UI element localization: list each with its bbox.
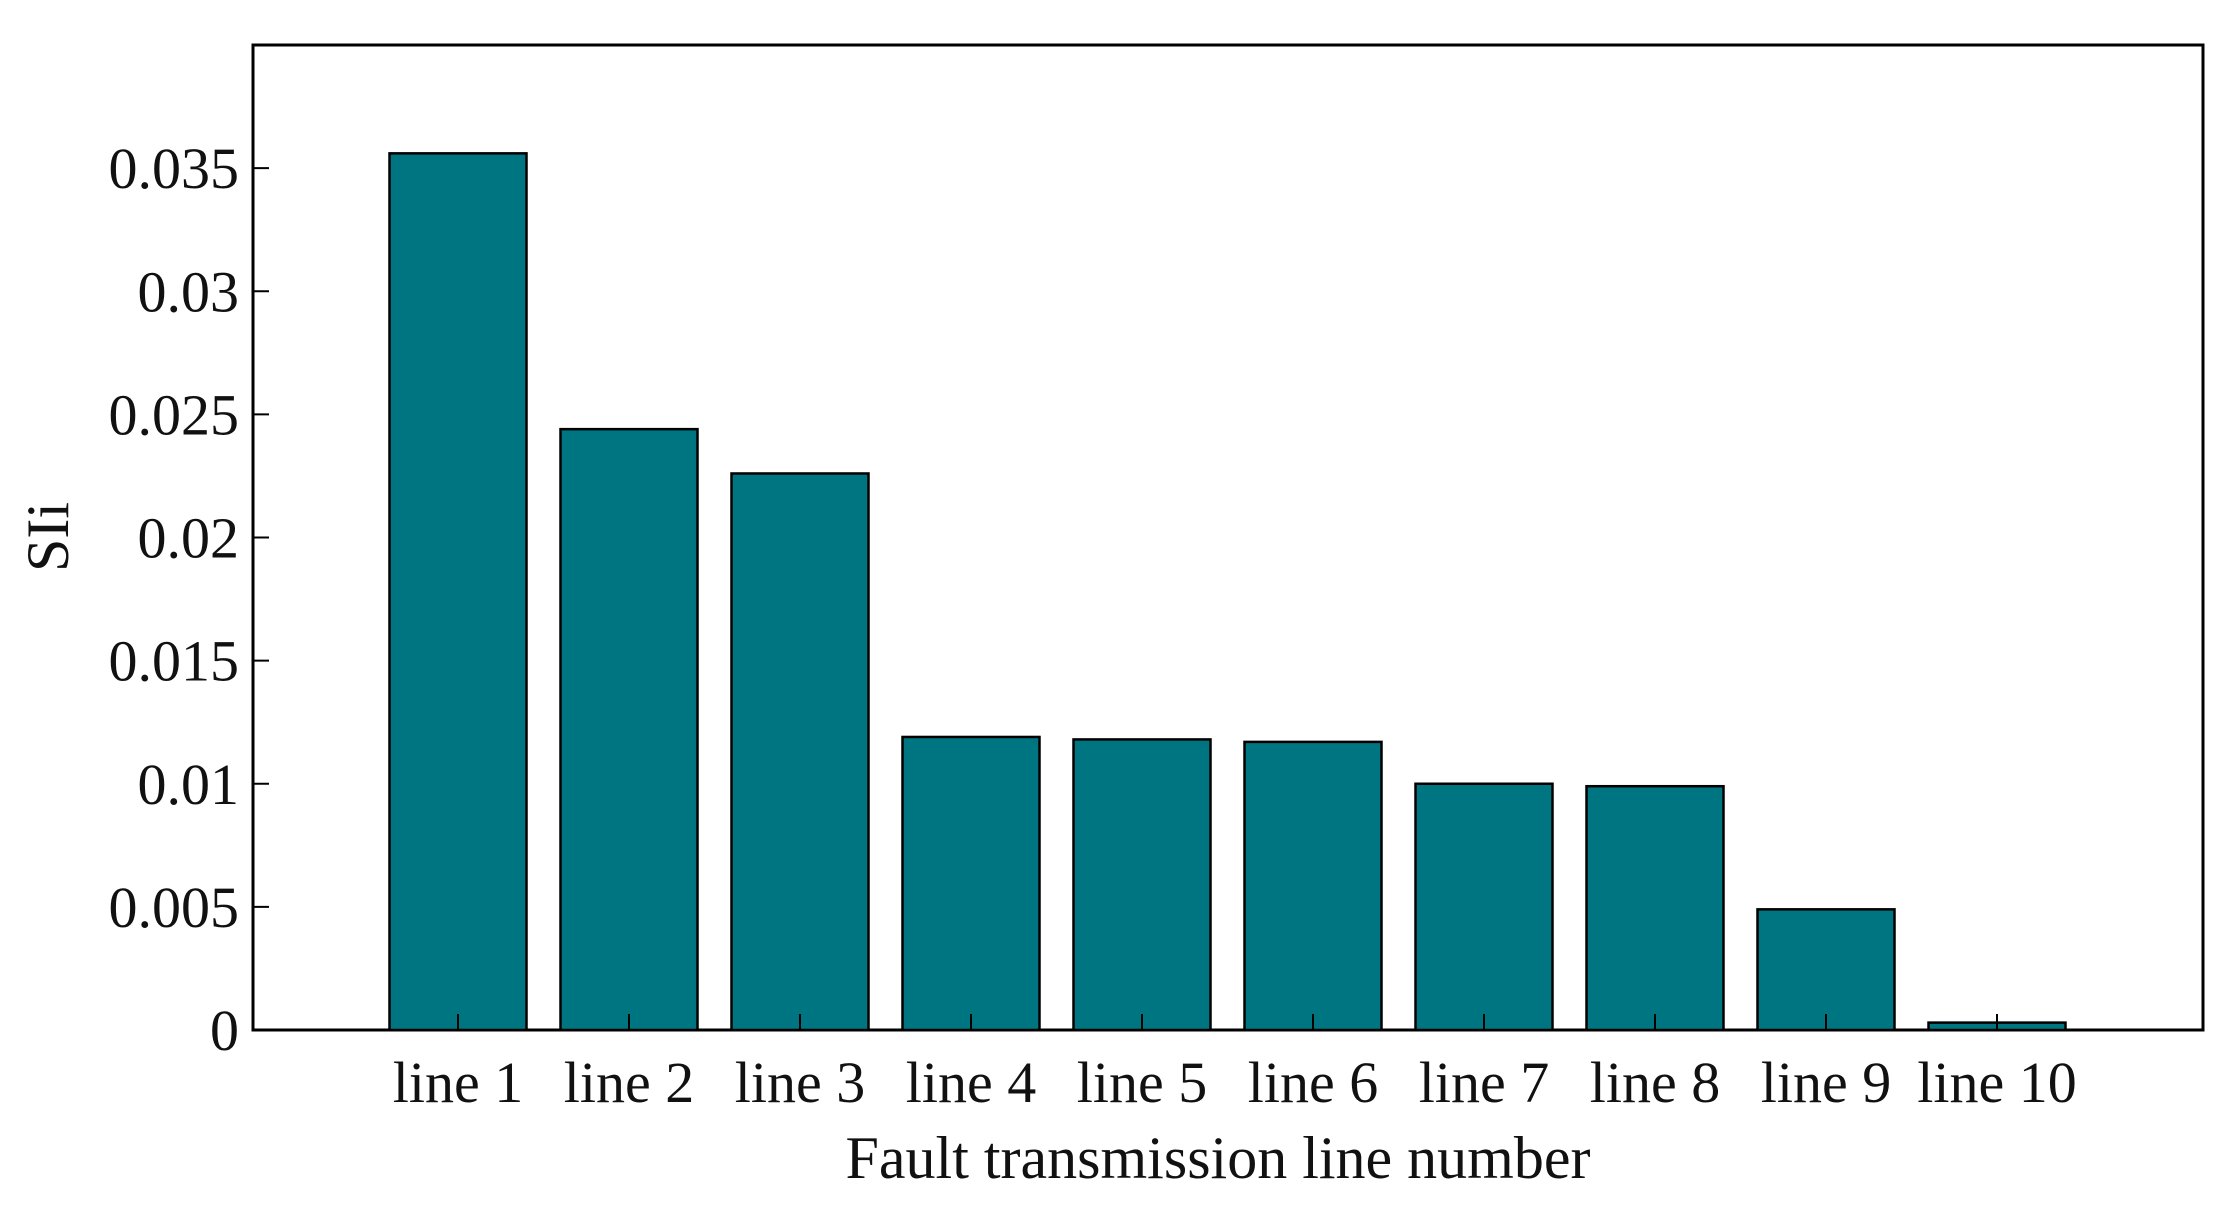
y-tick-label: 0.005	[109, 875, 240, 940]
y-tick-label: 0.025	[109, 382, 240, 447]
x-tick-label: line 7	[1419, 1050, 1549, 1115]
bar-line-4	[901, 735, 1041, 1032]
y-tick-label: 0.02	[138, 506, 240, 571]
y-axis-title: SIi	[15, 502, 81, 572]
x-tick-label: line 5	[1077, 1050, 1207, 1115]
y-tick-label: 0.035	[109, 136, 240, 201]
bar-line-8	[1585, 784, 1725, 1032]
x-tick-label: line 6	[1248, 1050, 1378, 1115]
x-tick-label: line 10	[1917, 1050, 2076, 1115]
bar-line-3	[730, 472, 870, 1032]
y-tick-label: 0.03	[138, 259, 240, 324]
plot-frame	[251, 43, 2205, 1032]
bar-line-1	[388, 152, 528, 1032]
y-axis: 0 0.005 0.01 0.015 0.02 0.025 0.03 0.035	[109, 136, 269, 1063]
bar-line-2	[559, 427, 699, 1032]
y-tick-label: 0	[210, 998, 239, 1063]
x-tick-label: line 1	[393, 1050, 523, 1115]
bar-line-6	[1243, 740, 1383, 1032]
x-axis-title: Fault transmission line number	[846, 1125, 1591, 1191]
bar-line-7	[1414, 782, 1554, 1032]
y-tick-label: 0.01	[138, 752, 240, 817]
x-axis: line 1 line 2 line 3 line 4 line 5 line 6 line…	[393, 1014, 2077, 1115]
x-tick-label: line 3	[735, 1050, 865, 1115]
x-tick-label: line 2	[564, 1050, 694, 1115]
x-tick-label: line 9	[1761, 1050, 1891, 1115]
x-tick-label: line 8	[1590, 1050, 1720, 1115]
bar-line-9	[1756, 908, 1896, 1032]
x-tick-label: line 4	[906, 1050, 1036, 1115]
bars-layer	[388, 152, 2067, 1032]
bar-line-5	[1072, 738, 1212, 1032]
y-tick-label: 0.015	[109, 629, 240, 694]
